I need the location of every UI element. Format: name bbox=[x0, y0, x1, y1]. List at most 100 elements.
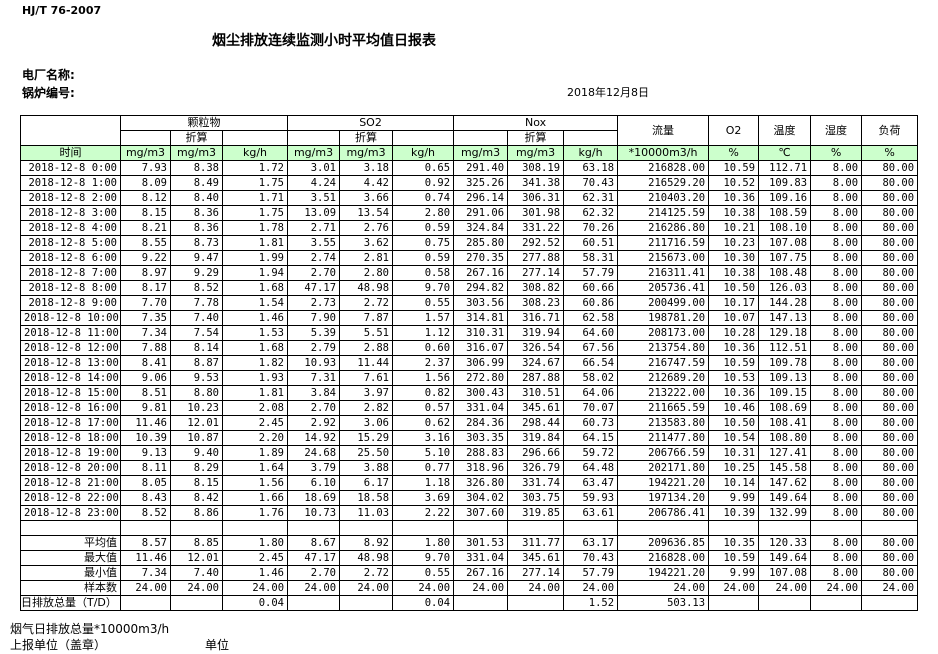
sub-header: 折算 bbox=[339, 130, 394, 146]
value-cell: 8.15 bbox=[120, 205, 171, 221]
value-cell: 80.00 bbox=[861, 355, 919, 371]
value-cell: 0.59 bbox=[392, 220, 455, 236]
value-cell: 216529.20 bbox=[617, 175, 710, 191]
value-cell: 2.79 bbox=[287, 340, 341, 356]
unit-header: *10000m3/h bbox=[617, 145, 710, 161]
value-cell: 2.81 bbox=[339, 250, 394, 266]
cell bbox=[170, 520, 223, 536]
value-cell: 9.29 bbox=[170, 265, 223, 281]
value-cell: 308.23 bbox=[507, 295, 565, 311]
value-cell: 18.69 bbox=[287, 490, 341, 506]
summary-cell: 24.00 bbox=[507, 580, 565, 596]
value-cell: 3.88 bbox=[339, 460, 394, 476]
total-cell bbox=[758, 595, 812, 611]
value-cell: 8.52 bbox=[120, 505, 171, 521]
group-header: 流量 bbox=[617, 115, 710, 146]
summary-cell: 9.70 bbox=[392, 550, 455, 566]
table-row: 样本数 24.00 24.00 24.00 24.00 24.00 24.00 24.00 24… bbox=[20, 580, 919, 596]
unit-header: kg/h bbox=[392, 145, 455, 161]
value-cell: 211665.59 bbox=[617, 400, 710, 416]
date: 2018年12月8日 bbox=[567, 86, 649, 99]
value-cell: 285.80 bbox=[453, 235, 509, 251]
summary-cell: 11.46 bbox=[120, 550, 171, 566]
value-cell: 1.12 bbox=[392, 325, 455, 341]
summary-cell: 345.61 bbox=[507, 550, 565, 566]
value-cell: 277.14 bbox=[507, 265, 565, 281]
table-row: 2018-12-8 20:00 8.11 8.29 1.64 3.79 3.88 0.77 3… bbox=[20, 460, 919, 476]
value-cell: 2.22 bbox=[392, 505, 455, 521]
summary-cell: 2.72 bbox=[339, 565, 394, 581]
value-cell: 270.35 bbox=[453, 250, 509, 266]
value-cell: 80.00 bbox=[861, 370, 919, 386]
value-cell: 62.58 bbox=[563, 310, 619, 326]
value-cell: 4.42 bbox=[339, 175, 394, 191]
value-cell: 2.71 bbox=[287, 220, 341, 236]
unit-header: % bbox=[861, 145, 919, 161]
value-cell: 307.60 bbox=[453, 505, 509, 521]
cell bbox=[453, 520, 509, 536]
value-cell: 3.69 bbox=[392, 490, 455, 506]
value-cell: 216747.59 bbox=[617, 355, 710, 371]
value-cell: 284.36 bbox=[453, 415, 509, 431]
value-cell: 10.50 bbox=[708, 415, 760, 431]
value-cell: 64.15 bbox=[563, 430, 619, 446]
unit-header: kg/h bbox=[221, 145, 289, 161]
value-cell: 8.00 bbox=[810, 175, 863, 191]
value-cell: 58.31 bbox=[563, 250, 619, 266]
value-cell: 308.19 bbox=[507, 160, 565, 176]
value-cell: 63.18 bbox=[563, 160, 619, 176]
value-cell: 80.00 bbox=[861, 310, 919, 326]
time-cell: 2018-12-8 12:00 bbox=[20, 340, 121, 356]
summary-cell: 267.16 bbox=[453, 565, 509, 581]
summary-cell: 216828.00 bbox=[617, 550, 710, 566]
value-cell: 10.50 bbox=[708, 280, 760, 296]
value-cell: 10.46 bbox=[708, 400, 760, 416]
value-cell: 319.85 bbox=[507, 505, 565, 521]
value-cell: 8.09 bbox=[120, 175, 171, 191]
value-cell: 60.73 bbox=[563, 415, 619, 431]
summary-cell: 277.14 bbox=[507, 565, 565, 581]
table-row: 2018-12-8 11:00 7.34 7.54 1.53 5.39 5.51 1.12 3… bbox=[20, 325, 919, 341]
value-cell: 308.82 bbox=[507, 280, 565, 296]
value-cell: 9.47 bbox=[170, 250, 223, 266]
value-cell: 7.31 bbox=[287, 370, 341, 386]
value-cell: 8.97 bbox=[120, 265, 171, 281]
value-cell: 2.20 bbox=[221, 430, 289, 446]
value-cell: 3.84 bbox=[287, 385, 341, 401]
value-cell: 109.16 bbox=[758, 190, 812, 206]
value-cell: 205736.41 bbox=[617, 280, 710, 296]
value-cell: 107.75 bbox=[758, 250, 812, 266]
summary-cell: 1.46 bbox=[221, 565, 289, 581]
value-cell: 8.00 bbox=[810, 430, 863, 446]
time-cell: 2018-12-8 10:00 bbox=[20, 310, 121, 326]
value-cell: 64.06 bbox=[563, 385, 619, 401]
group-header: Nox bbox=[453, 115, 619, 131]
value-cell: 197134.20 bbox=[617, 490, 710, 506]
summary-cell: 24.00 bbox=[861, 580, 919, 596]
value-cell: 9.06 bbox=[120, 370, 171, 386]
time-cell: 2018-12-8 11:00 bbox=[20, 325, 121, 341]
value-cell: 2.72 bbox=[339, 295, 394, 311]
value-cell: 213754.80 bbox=[617, 340, 710, 356]
value-cell: 8.55 bbox=[120, 235, 171, 251]
value-cell: 2.70 bbox=[287, 400, 341, 416]
value-cell: 8.80 bbox=[170, 385, 223, 401]
cell bbox=[758, 520, 812, 536]
value-cell: 8.00 bbox=[810, 475, 863, 491]
report-table: 颗粒物 SO2 Nox 流量 O2 温度 湿度 负荷 折算 折算 折算 时间 mg/m3 mg/m3 kg/… bbox=[20, 115, 919, 611]
cell bbox=[617, 520, 710, 536]
value-cell: 1.93 bbox=[221, 370, 289, 386]
value-cell: 326.54 bbox=[507, 340, 565, 356]
summary-cell: 80.00 bbox=[861, 535, 919, 551]
value-cell: 59.93 bbox=[563, 490, 619, 506]
value-cell: 10.21 bbox=[708, 220, 760, 236]
value-cell: 8.12 bbox=[120, 190, 171, 206]
value-cell: 8.11 bbox=[120, 460, 171, 476]
cell bbox=[20, 115, 121, 146]
value-cell: 1.68 bbox=[221, 280, 289, 296]
value-cell: 0.65 bbox=[392, 160, 455, 176]
summary-cell: 0.55 bbox=[392, 565, 455, 581]
summary-cell: 2.70 bbox=[287, 565, 341, 581]
total-cell: 0.04 bbox=[221, 595, 289, 611]
summary-cell: 24.00 bbox=[708, 580, 760, 596]
